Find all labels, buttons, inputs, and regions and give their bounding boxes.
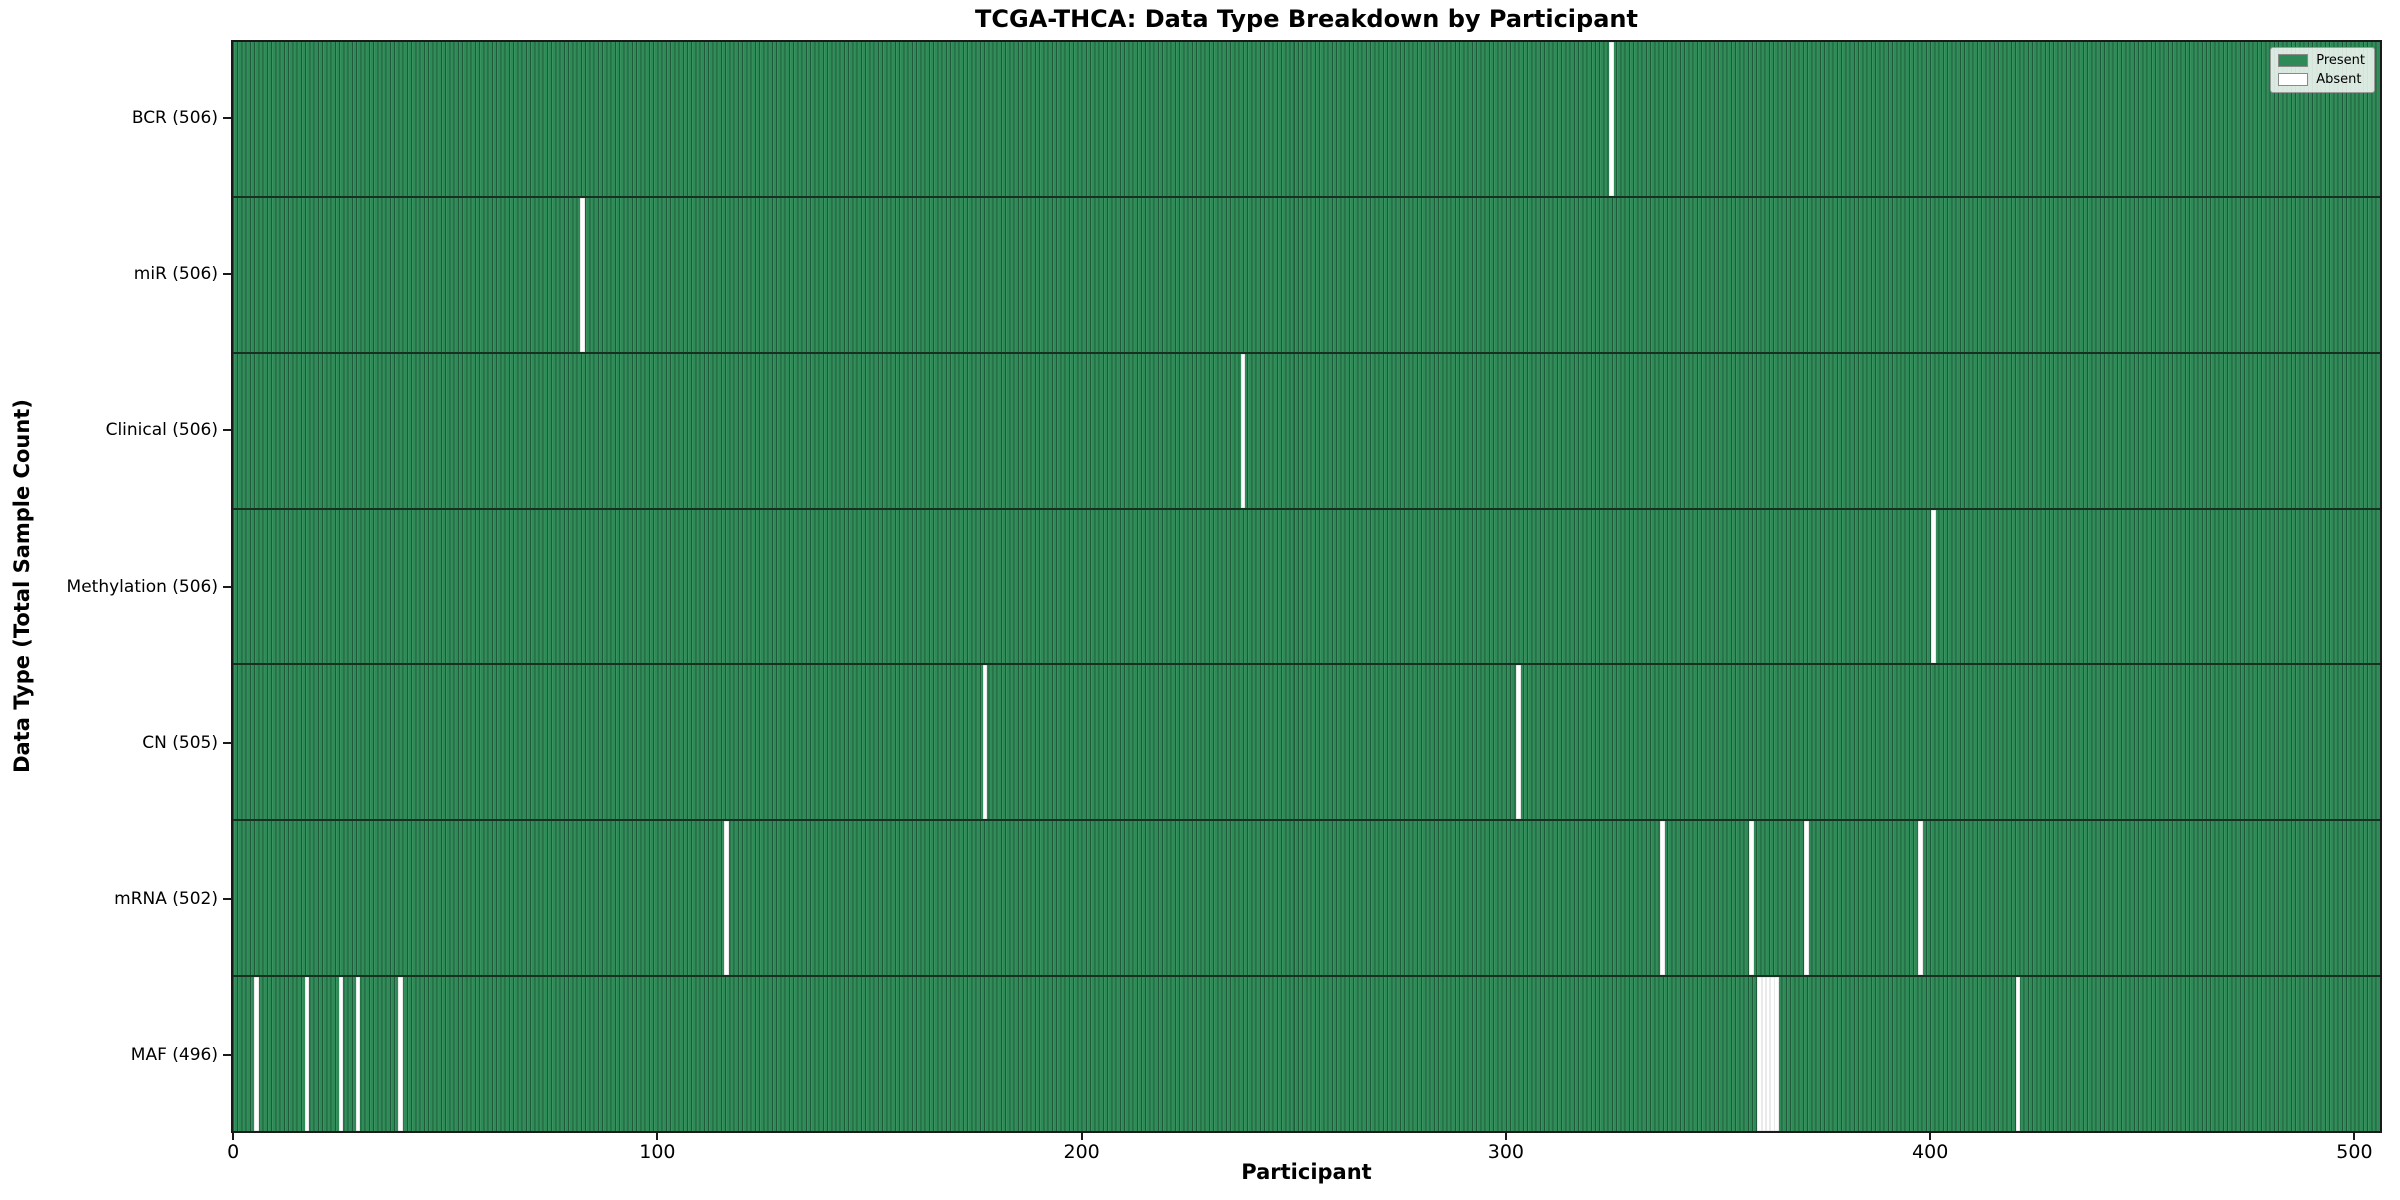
- y-tick-label-maf: MAF (496): [130, 1044, 218, 1065]
- y-tick-mark: [223, 429, 231, 432]
- legend-absent-swatch: [2278, 73, 2309, 86]
- absent-gap: [580, 197, 585, 352]
- row-bcr: [233, 42, 2380, 196]
- absent-gap: [1609, 42, 1614, 196]
- legend-present-swatch: [2278, 54, 2309, 67]
- absent-gap: [982, 665, 988, 820]
- y-tick-label-mrna: mRNA (502): [114, 888, 218, 909]
- y-tick-mark: [223, 585, 231, 588]
- absent-gap: [1804, 821, 1809, 976]
- absent-gap: [1770, 977, 1775, 1132]
- absent-gap: [1761, 977, 1767, 1132]
- absent-gap: [1757, 977, 1762, 1132]
- legend-absent-label: Absent: [2316, 72, 2362, 87]
- chart-title: TCGA-THCA: Data Type Breakdown by Partic…: [975, 5, 1638, 33]
- y-tick-label-mir: miR (506): [133, 264, 218, 285]
- absent-gap: [1765, 977, 1771, 1132]
- row-mir: [233, 195, 2380, 352]
- x-tick-mark: [232, 1132, 235, 1140]
- absent-gap: [1774, 977, 1779, 1132]
- x-tick-label: 400: [1912, 1141, 1949, 1163]
- absent-gap: [355, 977, 361, 1132]
- row-cn: [233, 663, 2380, 820]
- x-tick-mark: [1504, 1132, 1507, 1140]
- legend-entry-present: Present: [2278, 53, 2365, 68]
- row-methylation: [233, 507, 2380, 664]
- x-tick-label: 100: [639, 1141, 676, 1163]
- absent-gap: [1516, 665, 1521, 820]
- y-tick-mark: [223, 741, 231, 744]
- x-tick-mark: [2353, 1132, 2356, 1140]
- x-tick-label: 500: [2336, 1141, 2373, 1163]
- y-tick-mark: [223, 1053, 231, 1056]
- row-clinical: [233, 351, 2380, 508]
- absent-gap: [338, 977, 344, 1132]
- y-tick-mark: [223, 117, 231, 120]
- legend-present-label: Present: [2316, 53, 2365, 68]
- absent-gap: [1240, 353, 1246, 508]
- absent-gap: [1660, 821, 1665, 976]
- row-maf: [233, 975, 2380, 1132]
- x-axis-label: Participant: [1241, 1160, 1372, 1184]
- absent-gap: [398, 977, 403, 1132]
- y-tick-label-methylation: Methylation (506): [66, 576, 218, 597]
- absent-gap: [254, 977, 259, 1132]
- y-tick-label-bcr: BCR (506): [131, 108, 218, 129]
- absent-gap: [2015, 977, 2021, 1132]
- x-tick-mark: [1080, 1132, 1083, 1140]
- absent-gap: [724, 821, 729, 976]
- row-mrna: [233, 819, 2380, 976]
- legend: Present Absent: [2270, 47, 2375, 93]
- presence-matrix: [233, 42, 2380, 1132]
- x-tick-label: 0: [227, 1141, 240, 1163]
- y-tick-mark: [223, 273, 231, 276]
- absent-gap: [1918, 821, 1923, 976]
- legend-entry-absent: Absent: [2278, 72, 2365, 87]
- absent-gap: [304, 977, 310, 1132]
- x-tick-label: 300: [1487, 1141, 1525, 1163]
- x-tick-label: 200: [1063, 1141, 1100, 1163]
- x-tick-mark: [1929, 1132, 1932, 1140]
- y-tick-label-clinical: Clinical (506): [105, 420, 218, 441]
- plot-area: Present Absent: [231, 40, 2382, 1133]
- y-tick-mark: [223, 897, 231, 900]
- y-tick-label-cn: CN (505): [142, 732, 218, 753]
- absent-gap: [1749, 821, 1754, 976]
- absent-gap: [1931, 509, 1936, 664]
- x-tick-mark: [656, 1132, 659, 1140]
